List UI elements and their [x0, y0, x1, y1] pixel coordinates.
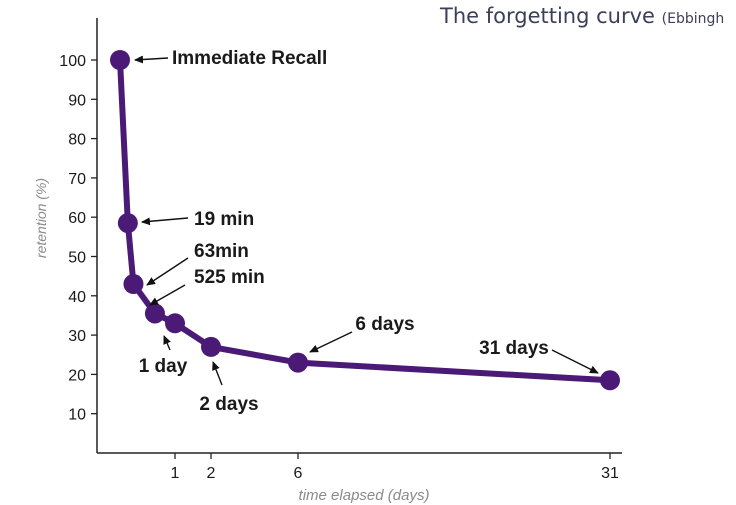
annotation-label: 6 days: [355, 314, 414, 335]
data-point: [165, 313, 185, 334]
x-tick-label: 31: [601, 465, 619, 482]
x-axis-label: time elapsed (days): [299, 487, 430, 504]
x-tick-label: 1: [171, 465, 180, 482]
chart-title: The forgetting curve (Ebbingh: [440, 4, 724, 28]
y-axis-ticks: 10 20 30 40 50 60 70 80 90 100: [59, 53, 97, 424]
y-tick-label: 20: [68, 367, 86, 384]
annotation-label: 1 day: [139, 356, 188, 377]
x-tick-label: 2: [207, 465, 216, 482]
data-point: [600, 370, 620, 391]
annotation-label: 525 min: [194, 267, 265, 288]
y-tick-label: 100: [59, 53, 86, 70]
annotation-label: 19 min: [194, 209, 254, 230]
annotation-arrow: [141, 217, 189, 226]
y-axis-label: retention (%): [33, 178, 49, 258]
y-tick-label: 60: [68, 210, 86, 227]
y-tick-label: 10: [68, 407, 86, 424]
annotation-label: Immediate Recall: [172, 48, 327, 69]
data-point: [201, 336, 221, 357]
axes: [96, 18, 622, 454]
chart-title-main: The forgetting curve: [440, 4, 655, 28]
x-axis-ticks: 1 2 6 31: [171, 453, 619, 482]
data-point: [288, 352, 308, 373]
data-point: [117, 213, 138, 234]
annotation-arrow: [212, 361, 223, 386]
annotations: Immediate Recall 19 min 63min 525 min 1 day 2…: [134, 48, 599, 415]
annotation-arrow: [551, 349, 599, 374]
annotation-label: 63min: [194, 241, 249, 262]
y-tick-label: 70: [68, 171, 86, 188]
y-tick-label: 90: [68, 92, 86, 109]
annotation-arrow: [309, 331, 353, 353]
data-point: [144, 303, 165, 324]
annotation-arrow: [134, 55, 169, 64]
annotation-label: 2 days: [199, 394, 258, 415]
y-tick-label: 50: [68, 250, 86, 267]
y-tick-label: 30: [68, 328, 86, 345]
annotation-arrow: [149, 284, 186, 306]
chart-title-suffix: (Ebbingh: [661, 11, 725, 27]
data-point: [110, 50, 130, 70]
annotation-arrow: [146, 257, 189, 286]
y-tick-label: 40: [68, 289, 86, 306]
x-tick-label: 6: [294, 465, 303, 482]
retention-line: [117, 57, 613, 384]
annotation-arrow: [163, 335, 171, 351]
data-point: [123, 274, 144, 295]
y-tick-label: 80: [68, 132, 86, 149]
retention-series: [110, 50, 620, 391]
annotation-label: 31 days: [479, 338, 549, 359]
